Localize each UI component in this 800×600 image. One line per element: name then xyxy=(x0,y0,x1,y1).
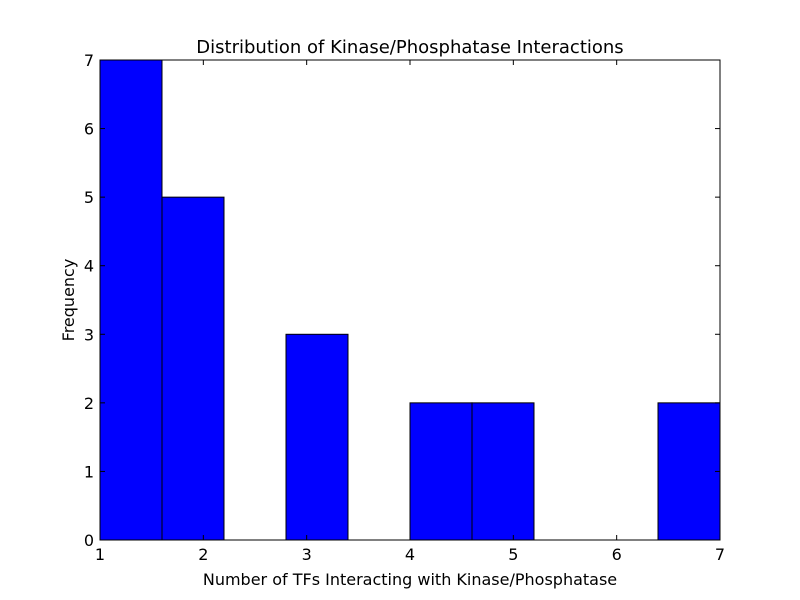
y-tick-label-0: 0 xyxy=(84,531,94,550)
histogram-bar-6 xyxy=(471,402,535,541)
chart-title: Distribution of Kinase/Phosphatase Inter… xyxy=(196,37,623,58)
y-tick-label-7: 7 xyxy=(84,51,94,70)
x-tick-label-3: 4 xyxy=(405,545,415,564)
x-tick-label-4: 5 xyxy=(508,545,518,564)
x-tick-label-2: 3 xyxy=(302,545,312,564)
x-axis-label: Number of TFs Interacting with Kinase/Ph… xyxy=(203,570,617,589)
histogram-bar-1 xyxy=(161,196,225,541)
y-tick-label-1: 1 xyxy=(84,462,94,481)
histogram-bar-5 xyxy=(409,402,473,541)
x-tick-label-1: 2 xyxy=(198,545,208,564)
y-tick-label-3: 3 xyxy=(84,325,94,344)
x-tick-label-5: 6 xyxy=(612,545,622,564)
histogram-bar-0 xyxy=(99,59,163,541)
y-tick-label-5: 5 xyxy=(84,188,94,207)
y-tick-label-2: 2 xyxy=(84,394,94,413)
plot-area-frame xyxy=(99,59,721,541)
x-tick-label-0: 1 xyxy=(95,545,105,564)
histogram-bar-9 xyxy=(657,402,721,541)
histogram-bar-3 xyxy=(285,333,349,541)
y-tick-label-6: 6 xyxy=(84,120,94,139)
y-tick-label-4: 4 xyxy=(84,257,94,276)
y-axis-label: Frequency xyxy=(59,259,78,342)
x-tick-label-6: 7 xyxy=(715,545,725,564)
bars-group xyxy=(99,59,721,541)
